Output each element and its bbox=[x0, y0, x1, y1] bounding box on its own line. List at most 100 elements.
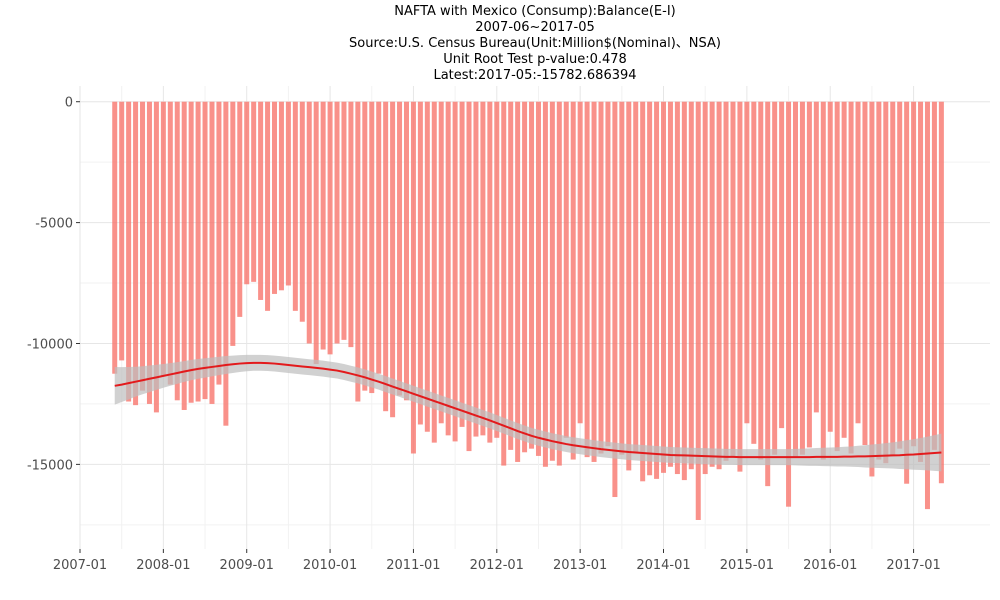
chart-title: NAFTA with Mexico (Consump):Balance(E-I) bbox=[394, 4, 676, 19]
bar bbox=[112, 101, 118, 374]
bar bbox=[487, 101, 493, 443]
bar bbox=[501, 101, 507, 466]
bar bbox=[716, 101, 722, 470]
bar bbox=[431, 101, 437, 443]
bar bbox=[195, 101, 201, 402]
bar bbox=[744, 101, 750, 424]
bar bbox=[341, 101, 347, 340]
x-tick-label: 2017-01 bbox=[886, 558, 940, 573]
bar bbox=[313, 101, 319, 365]
bar bbox=[188, 101, 194, 403]
bar bbox=[285, 101, 291, 286]
bar bbox=[244, 101, 250, 285]
bar bbox=[174, 101, 180, 401]
bar bbox=[786, 101, 792, 507]
bar bbox=[466, 101, 472, 452]
bar bbox=[272, 101, 278, 294]
bar bbox=[126, 101, 132, 402]
bar bbox=[278, 101, 284, 291]
bar bbox=[299, 101, 305, 322]
bar-series bbox=[112, 101, 944, 520]
bar bbox=[133, 101, 139, 406]
bar bbox=[390, 101, 396, 418]
bar bbox=[709, 101, 715, 467]
bar bbox=[591, 101, 597, 462]
bar bbox=[515, 101, 521, 462]
bar bbox=[369, 101, 375, 394]
bar bbox=[334, 101, 340, 344]
bar bbox=[292, 101, 298, 311]
bar bbox=[438, 101, 444, 424]
x-tick-label: 2010-01 bbox=[303, 558, 357, 573]
bar bbox=[883, 101, 889, 464]
y-tick-label: -15000 bbox=[27, 458, 73, 473]
bar bbox=[799, 101, 805, 455]
bar bbox=[890, 101, 896, 455]
y-axis: 0 -5000 -10000 -15000 bbox=[27, 96, 80, 473]
x-tick-label: 2009-01 bbox=[220, 558, 274, 573]
bar bbox=[320, 101, 326, 350]
bar bbox=[397, 101, 403, 396]
chart-subtitle-source: Source:U.S. Census Bureau(Unit:Million$(… bbox=[349, 36, 721, 51]
bar bbox=[841, 101, 847, 438]
bar bbox=[237, 101, 243, 317]
bar bbox=[834, 101, 840, 452]
bar bbox=[529, 101, 535, 449]
bar bbox=[924, 101, 930, 510]
bar bbox=[577, 101, 583, 424]
bar bbox=[424, 101, 430, 432]
bar bbox=[862, 101, 868, 446]
bar bbox=[383, 101, 389, 412]
bar bbox=[445, 101, 451, 436]
bar bbox=[827, 101, 833, 432]
bar bbox=[640, 101, 646, 482]
trend-confidence-band bbox=[114, 354, 942, 472]
bar bbox=[403, 101, 409, 401]
x-tick-label: 2012-01 bbox=[470, 558, 524, 573]
bar bbox=[542, 101, 548, 467]
bar bbox=[258, 101, 264, 300]
bar bbox=[584, 101, 590, 458]
bar bbox=[223, 101, 229, 426]
bar bbox=[626, 101, 632, 471]
bar bbox=[911, 101, 917, 447]
bar bbox=[153, 101, 159, 413]
y-tick-label: -5000 bbox=[35, 217, 73, 232]
bar bbox=[355, 101, 361, 402]
x-tick-label: 2016-01 bbox=[803, 558, 857, 573]
bar bbox=[167, 101, 173, 385]
bar bbox=[737, 101, 743, 472]
bar bbox=[306, 101, 312, 344]
bar bbox=[605, 101, 611, 447]
bar bbox=[702, 101, 708, 475]
bar bbox=[146, 101, 152, 404]
x-tick-label: 2014-01 bbox=[636, 558, 690, 573]
bar bbox=[522, 101, 528, 453]
bar bbox=[535, 101, 541, 456]
bar bbox=[348, 101, 354, 348]
bar bbox=[772, 101, 778, 455]
bar bbox=[667, 101, 673, 467]
trend-line bbox=[114, 361, 942, 459]
bar bbox=[494, 101, 500, 438]
bar bbox=[563, 101, 569, 438]
bar bbox=[556, 101, 562, 466]
bar bbox=[806, 101, 812, 448]
chart-subtitle-date-range: 2007-06~2017-05 bbox=[475, 20, 595, 35]
bar bbox=[751, 101, 757, 444]
bar bbox=[473, 101, 479, 437]
bar bbox=[181, 101, 187, 410]
bar bbox=[202, 101, 208, 400]
x-tick-label: 2013-01 bbox=[553, 558, 607, 573]
bar bbox=[598, 101, 604, 454]
bar bbox=[570, 101, 576, 460]
x-axis: 2007-01 2008-01 2009-01 2010-01 2011-01 2012-… bbox=[53, 549, 941, 573]
bar bbox=[904, 101, 910, 484]
bar bbox=[619, 101, 625, 455]
bar bbox=[876, 101, 882, 460]
bar bbox=[647, 101, 653, 476]
bar bbox=[674, 101, 680, 475]
bar bbox=[681, 101, 687, 481]
bar bbox=[897, 101, 903, 449]
chart-subtitle-latest: Latest:2017-05:-15782.686394 bbox=[433, 68, 637, 83]
